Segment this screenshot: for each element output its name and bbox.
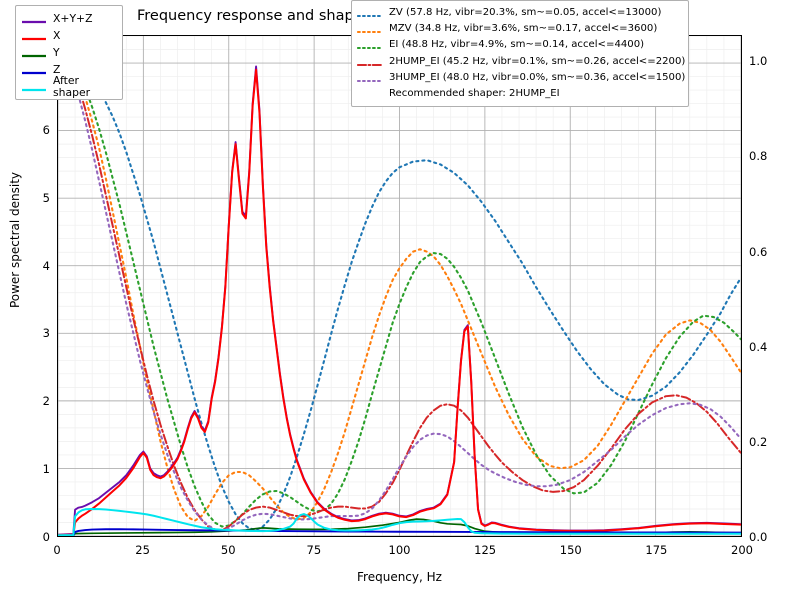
x-tick: 100: [388, 543, 411, 557]
plot-area: [57, 35, 742, 537]
legend-item[interactable]: Y: [21, 44, 116, 61]
legend-item[interactable]: X: [21, 27, 116, 44]
x-tick: 25: [135, 543, 150, 557]
recommended-shaper-label: Recommended shaper: 2HUMP_EI: [389, 88, 560, 100]
legend-item[interactable]: ZV (57.8 Hz, vibr=20.3%, sm~=0.05, accel…: [356, 5, 682, 21]
legend-item[interactable]: MZV (34.8 Hz, vibr=3.6%, sm~=0.17, accel…: [356, 21, 682, 37]
x-tick: 75: [306, 543, 322, 557]
legend-item[interactable]: Z: [21, 61, 116, 78]
legend-color-swatch: [21, 13, 47, 25]
legend-color-swatch: [356, 23, 384, 35]
legend-label: 3HUMP_EI (48.0 Hz, vibr=0.0%, sm~=0.36, …: [389, 71, 686, 83]
y-tick-right: 0.0: [749, 530, 768, 544]
y-tick-right: 0.2: [749, 434, 768, 449]
shaper-curves: [58, 61, 741, 532]
legend-label: Z: [53, 62, 61, 76]
y-tick-left: 4: [42, 258, 50, 273]
shaper-legend[interactable]: ZV (57.8 Hz, vibr=20.3%, sm~=0.05, accel…: [351, 0, 689, 108]
legend-label: Y: [53, 45, 60, 59]
y-tick-right: 1.0: [749, 54, 768, 69]
y-tick-right: 0.4: [749, 339, 768, 354]
legend-item[interactable]: X+Y+Z: [21, 10, 116, 27]
legend-label: EI (48.8 Hz, vibr=4.9%, sm~=0.14, accel<…: [389, 39, 645, 51]
legend-color-swatch: [21, 47, 47, 59]
x-tick: 200: [731, 543, 753, 557]
y-tick-left: 1: [42, 462, 50, 477]
y-tick-left: 0: [42, 530, 50, 544]
recommended-shaper-row: Recommended shaper: 2HUMP_EI: [357, 86, 682, 102]
x-axis-label: Frequency, Hz: [357, 570, 442, 584]
legend-label: X+Y+Z: [53, 11, 93, 25]
psd-curves: [58, 65, 741, 536]
legend-label: ZV (57.8 Hz, vibr=20.3%, sm~=0.05, accel…: [389, 7, 662, 19]
legend-item[interactable]: 2HUMP_EI (45.2 Hz, vibr=0.1%, sm~=0.26, …: [356, 54, 686, 70]
legend-color-swatch: [356, 56, 384, 68]
y-tick-left: 5: [42, 190, 50, 205]
legend-item[interactable]: After shaper: [21, 74, 116, 99]
y-tick-left: 2: [42, 394, 50, 409]
x-tick: 150: [559, 543, 582, 557]
y-tick-right: 0.8: [749, 149, 768, 164]
x-tick: 175: [645, 543, 668, 557]
legend-color-swatch: [356, 72, 384, 84]
legend-label: After shaper: [53, 74, 91, 99]
y-tick-right: 0.6: [749, 244, 768, 259]
psd-legend[interactable]: X+Y+Z X Y Z After shaper: [15, 5, 123, 100]
legend-label: X: [53, 28, 61, 42]
legend-color-swatch: [21, 81, 47, 93]
legend-item[interactable]: EI (48.8 Hz, vibr=4.9%, sm~=0.14, accel<…: [356, 37, 682, 53]
plot-canvas: [58, 36, 741, 536]
legend-label: MZV (34.8 Hz, vibr=3.6%, sm~=0.17, accel…: [389, 23, 658, 35]
legend-item[interactable]: 3HUMP_EI (48.0 Hz, vibr=0.0%, sm~=0.36, …: [356, 70, 686, 86]
x-tick: 125: [474, 543, 497, 557]
y-tick-left: 3: [42, 326, 50, 341]
legend-color-swatch: [21, 30, 47, 42]
x-tick: 0: [53, 543, 61, 557]
x-tick: 50: [220, 543, 236, 557]
legend-color-swatch: [21, 64, 47, 76]
legend-color-swatch: [356, 39, 384, 51]
legend-color-swatch: [356, 7, 384, 19]
y-tick-left: 6: [42, 122, 50, 137]
legend-label: 2HUMP_EI (45.2 Hz, vibr=0.1%, sm~=0.26, …: [389, 55, 686, 67]
